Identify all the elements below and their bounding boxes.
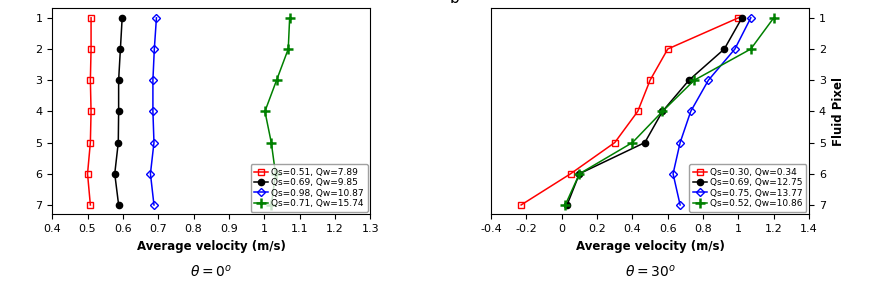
Qs=0.52, Qw=10.86 xyxy=(745,47,755,51)
Qs=0.51, Qw=7.89 xyxy=(83,172,93,175)
Line: Qs=0.51, Qw=7.89: Qs=0.51, Qw=7.89 xyxy=(84,15,94,208)
X-axis label: Average velocity (m/s): Average velocity (m/s) xyxy=(575,240,724,253)
Text: b: b xyxy=(449,0,459,6)
Line: Qs=0.71, Qw=15.74: Qs=0.71, Qw=15.74 xyxy=(260,13,295,210)
Qs=0.51, Qw=7.89 xyxy=(85,78,96,82)
Qs=0.69, Qw=9.85 xyxy=(113,203,123,207)
Qs=0.69, Qw=12.75 xyxy=(574,172,584,175)
Line: Qs=0.52, Qw=10.86: Qs=0.52, Qw=10.86 xyxy=(560,13,778,210)
Qs=0.75, Qw=13.77 xyxy=(685,110,695,113)
Qs=0.52, Qw=10.86 xyxy=(574,172,584,175)
Qs=0.69, Qw=12.75 xyxy=(561,203,572,207)
Qs=0.52, Qw=10.86 xyxy=(560,203,570,207)
Qs=0.71, Qw=15.74 xyxy=(266,203,276,207)
Qs=0.52, Qw=10.86 xyxy=(767,16,778,19)
Line: Qs=0.69, Qw=12.75: Qs=0.69, Qw=12.75 xyxy=(563,15,744,208)
Line: Qs=0.69, Qw=9.85: Qs=0.69, Qw=9.85 xyxy=(111,15,125,208)
Qs=0.75, Qw=13.77 xyxy=(674,141,685,144)
Qs=0.52, Qw=10.86 xyxy=(627,141,637,144)
Qs=0.75, Qw=13.77 xyxy=(674,203,685,207)
Qs=0.98, Qw=10.87 xyxy=(149,141,159,144)
Legend: Qs=0.51, Qw=7.89, Qs=0.69, Qw=9.85, Qs=0.98, Qw=10.87, Qs=0.71, Qw=15.74: Qs=0.51, Qw=7.89, Qs=0.69, Qw=9.85, Qs=0… xyxy=(250,164,367,212)
Qs=0.75, Qw=13.77 xyxy=(702,78,713,82)
Qs=0.69, Qw=9.85 xyxy=(109,172,120,175)
Qs=0.98, Qw=10.87 xyxy=(148,110,158,113)
Text: $\theta = 30^o$: $\theta = 30^o$ xyxy=(624,263,674,279)
Qs=0.69, Qw=9.85 xyxy=(116,16,127,19)
Line: Qs=0.30, Qw=0.34: Qs=0.30, Qw=0.34 xyxy=(517,15,740,208)
Qs=0.69, Qw=9.85 xyxy=(113,141,123,144)
Qs=0.30, Qw=0.34 xyxy=(662,47,673,51)
Legend: Qs=0.30, Qw=0.34, Qs=0.69, Qw=12.75, Qs=0.75, Qw=13.77, Qs=0.52, Qw=10.86: Qs=0.30, Qw=0.34, Qs=0.69, Qw=12.75, Qs=… xyxy=(688,164,806,212)
Qs=0.69, Qw=9.85 xyxy=(113,110,123,113)
Qs=0.98, Qw=10.87 xyxy=(148,78,158,82)
Qs=0.30, Qw=0.34 xyxy=(609,141,620,144)
Qs=0.52, Qw=10.86 xyxy=(688,78,699,82)
Qs=0.71, Qw=15.74 xyxy=(284,16,295,19)
Qs=0.98, Qw=10.87 xyxy=(149,203,159,207)
Qs=0.98, Qw=10.87 xyxy=(145,172,156,175)
Line: Qs=0.98, Qw=10.87: Qs=0.98, Qw=10.87 xyxy=(147,15,159,208)
Y-axis label: Fluid Pixel: Fluid Pixel xyxy=(831,77,844,146)
Qs=0.69, Qw=9.85 xyxy=(113,78,123,82)
Qs=0.69, Qw=12.75 xyxy=(719,47,729,51)
Qs=0.75, Qw=13.77 xyxy=(667,172,678,175)
Text: $\theta = 0^o$: $\theta = 0^o$ xyxy=(190,263,232,279)
Qs=0.71, Qw=15.74 xyxy=(282,47,293,51)
Qs=0.75, Qw=13.77 xyxy=(745,16,755,19)
Qs=0.51, Qw=7.89 xyxy=(85,141,96,144)
Qs=0.30, Qw=0.34 xyxy=(632,110,642,113)
Qs=0.30, Qw=0.34 xyxy=(733,16,743,19)
Qs=0.69, Qw=12.75 xyxy=(736,16,746,19)
Qs=0.51, Qw=7.89 xyxy=(85,203,96,207)
Qs=0.71, Qw=15.74 xyxy=(260,110,270,113)
Qs=0.30, Qw=0.34 xyxy=(515,203,526,207)
Qs=0.30, Qw=0.34 xyxy=(565,172,575,175)
Qs=0.69, Qw=12.75 xyxy=(639,141,649,144)
Qs=0.51, Qw=7.89 xyxy=(86,110,96,113)
Qs=0.69, Qw=9.85 xyxy=(115,47,125,51)
Qs=0.30, Qw=0.34 xyxy=(644,78,654,82)
Line: Qs=0.75, Qw=13.77: Qs=0.75, Qw=13.77 xyxy=(669,15,753,208)
Qs=0.51, Qw=7.89 xyxy=(86,16,96,19)
Qs=0.69, Qw=12.75 xyxy=(656,110,667,113)
Qs=0.98, Qw=10.87 xyxy=(151,16,162,19)
Qs=0.98, Qw=10.87 xyxy=(149,47,159,51)
Qs=0.75, Qw=13.77 xyxy=(729,47,740,51)
Qs=0.51, Qw=7.89 xyxy=(86,47,96,51)
Qs=0.71, Qw=15.74 xyxy=(271,78,282,82)
Qs=0.71, Qw=15.74 xyxy=(270,172,281,175)
Qs=0.52, Qw=10.86 xyxy=(656,110,667,113)
Qs=0.71, Qw=15.74 xyxy=(266,141,276,144)
X-axis label: Average velocity (m/s): Average velocity (m/s) xyxy=(136,240,285,253)
Qs=0.69, Qw=12.75 xyxy=(683,78,693,82)
